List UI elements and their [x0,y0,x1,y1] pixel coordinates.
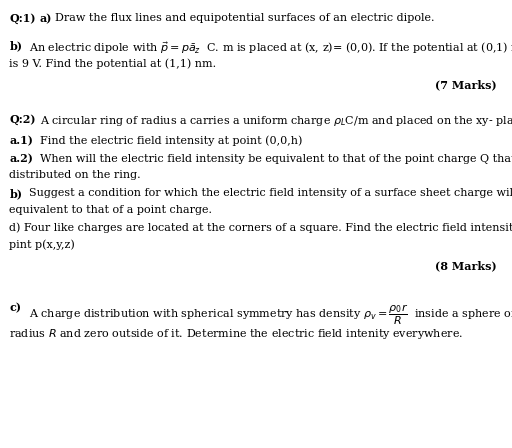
Text: radius $R$ and zero outside of it. Determine the electric field intenity everywh: radius $R$ and zero outside of it. Deter… [9,327,463,341]
Text: When will the electric field intensity be equivalent to that of the point charge: When will the electric field intensity b… [40,154,512,164]
Text: (8 Marks): (8 Marks) [435,260,497,271]
Text: d) Four like charges are located at the corners of a square. Find the electric f: d) Four like charges are located at the … [9,223,512,233]
Text: b): b) [9,40,22,52]
Text: is 9 V. Find the potential at (1,1) nm.: is 9 V. Find the potential at (1,1) nm. [9,58,217,69]
Text: Find the electric field intensity at point (0,0,h): Find the electric field intensity at poi… [40,135,302,146]
Text: b): b) [9,188,22,199]
Text: a): a) [40,13,52,25]
Text: pint p(x,y,z): pint p(x,y,z) [9,240,75,250]
Text: a.2): a.2) [9,154,33,165]
Text: equivalent to that of a point charge.: equivalent to that of a point charge. [9,205,212,215]
Text: A circular ring of radius a carries a uniform charge $\rho_L$C/m and placed on t: A circular ring of radius a carries a un… [40,114,512,128]
Text: Draw the flux lines and equipotential surfaces of an electric dipole.: Draw the flux lines and equipotential su… [55,13,435,23]
Text: A charge distribution with spherical symmetry has density $\rho_v = \dfrac{\rho_: A charge distribution with spherical sym… [29,302,512,327]
Text: Suggest a condition for which the electric field intensity of a surface sheet ch: Suggest a condition for which the electr… [29,188,512,198]
Text: c): c) [9,302,21,314]
Text: distributed on the ring.: distributed on the ring. [9,170,141,180]
Text: An electric dipole with $\vec{p} = p\bar{a}_z$  C. m is placed at (x, z)= (0,0).: An electric dipole with $\vec{p} = p\bar… [29,40,512,56]
Text: Q:2): Q:2) [9,114,36,125]
Text: Q:1): Q:1) [9,13,36,25]
Text: (7 Marks): (7 Marks) [435,80,497,91]
Text: a.1): a.1) [9,135,33,146]
